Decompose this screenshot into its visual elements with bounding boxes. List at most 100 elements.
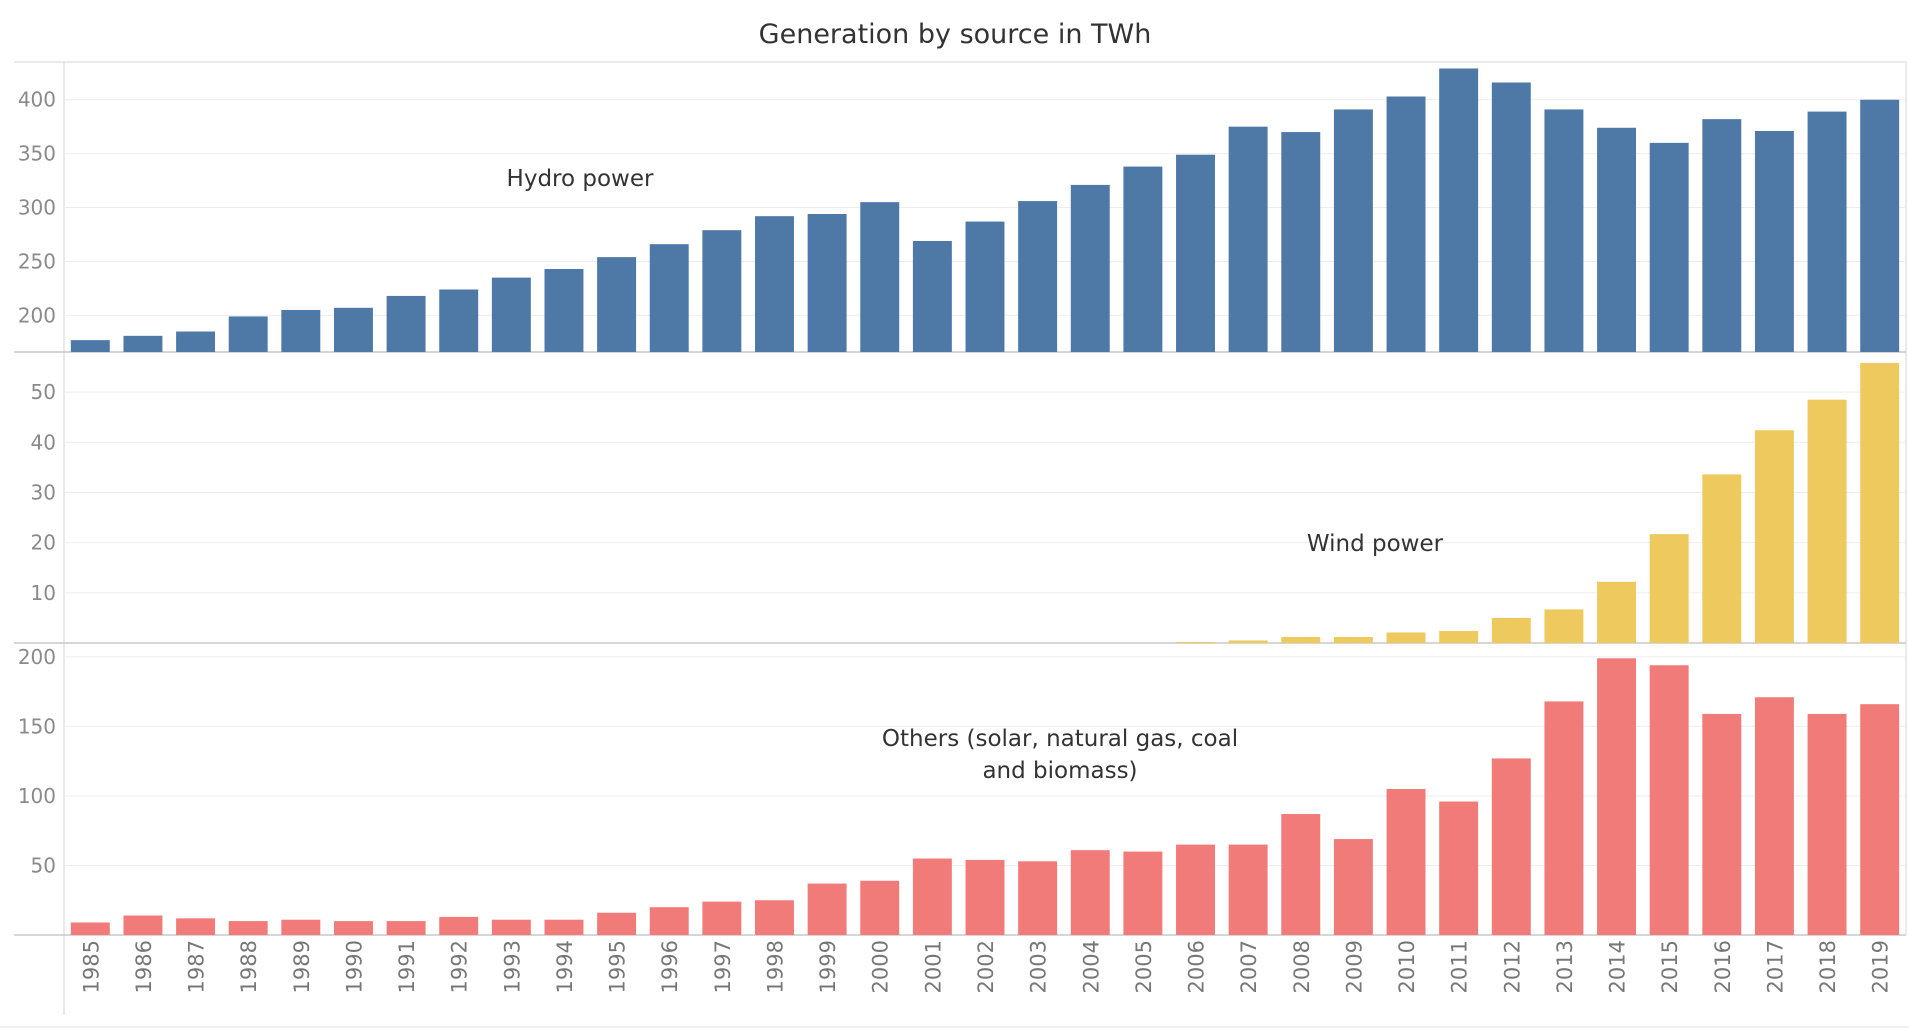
bar-others-1990 xyxy=(333,921,373,935)
bar-hydro-1992 xyxy=(439,289,479,352)
bar-others-2013 xyxy=(1544,701,1584,935)
bar-hydro-1998 xyxy=(755,216,794,352)
bar-wind-2007 xyxy=(1228,640,1268,643)
bar-wind-2019 xyxy=(1860,363,1900,643)
x-tick-label: 1987 xyxy=(185,940,209,993)
y-tick-label-wind: 20 xyxy=(31,531,56,555)
x-tick-label: 2011 xyxy=(1448,940,1472,993)
bar-hydro-2015 xyxy=(1649,142,1689,352)
bar-hydro-1997 xyxy=(702,230,742,352)
bar-wind-2006 xyxy=(1176,641,1215,643)
bar-others-2004 xyxy=(1070,850,1110,935)
x-tick-label: 1998 xyxy=(763,940,787,993)
bar-wind-2013 xyxy=(1544,609,1584,643)
bar-others-2017 xyxy=(1754,697,1794,935)
bar-others-1992 xyxy=(439,916,479,935)
bar-others-1989 xyxy=(281,919,321,935)
x-tick-label: 2000 xyxy=(869,940,893,993)
bar-others-2016 xyxy=(1702,713,1742,935)
x-tick-label: 2005 xyxy=(1132,940,1156,993)
y-tick-label-others: 150 xyxy=(18,714,56,738)
bars xyxy=(70,68,1900,935)
x-tick-label: 2004 xyxy=(1079,940,1103,993)
bar-wind-2011 xyxy=(1439,630,1479,643)
x-tick-label: 2007 xyxy=(1237,940,1261,993)
chart-frame xyxy=(0,61,1909,1028)
bar-hydro-1987 xyxy=(176,331,216,352)
y-tick-label-hydro: 250 xyxy=(18,249,56,273)
bar-hydro-2007 xyxy=(1228,126,1268,352)
y-tick-label-others: 100 xyxy=(18,784,56,808)
bar-hydro-1993 xyxy=(491,277,531,352)
bar-hydro-2000 xyxy=(860,202,900,352)
bar-others-1991 xyxy=(386,921,426,935)
bar-wind-2016 xyxy=(1702,474,1742,643)
bar-others-2002 xyxy=(965,859,1005,935)
bar-hydro-2017 xyxy=(1754,130,1794,352)
wind-annotation: Wind power xyxy=(1307,531,1444,557)
x-tick-label: 2015 xyxy=(1658,940,1682,993)
bar-others-2006 xyxy=(1176,844,1215,935)
x-tick-label: 1992 xyxy=(448,940,472,993)
bar-others-2000 xyxy=(860,880,900,935)
bar-others-2005 xyxy=(1123,851,1163,935)
bar-hydro-2008 xyxy=(1281,132,1321,352)
y-tick-label-others: 200 xyxy=(18,645,56,669)
bar-hydro-2014 xyxy=(1597,127,1637,352)
x-tick-label: 2018 xyxy=(1816,940,1840,993)
x-tick-label: 1988 xyxy=(237,940,261,993)
bar-hydro-1995 xyxy=(597,257,637,352)
bar-hydro-2006 xyxy=(1176,154,1215,352)
bar-hydro-2001 xyxy=(912,240,952,352)
bar-wind-2009 xyxy=(1333,636,1373,643)
bar-others-2019 xyxy=(1860,704,1900,935)
x-tick-label: 2008 xyxy=(1290,940,1314,993)
others-annotation-line-1: Others (solar, natural gas, coal xyxy=(882,726,1238,752)
x-tick-label: 2016 xyxy=(1711,940,1735,993)
y-tick-label-others: 50 xyxy=(31,853,56,877)
bar-others-1993 xyxy=(491,919,531,935)
bar-wind-2008 xyxy=(1281,636,1321,643)
x-tick-label: 2003 xyxy=(1027,940,1051,993)
y-tick-label-hydro: 200 xyxy=(18,303,56,327)
x-tick-label: 1996 xyxy=(658,940,682,993)
bar-others-1997 xyxy=(702,901,742,935)
x-tick-label: 1990 xyxy=(342,940,366,993)
x-tick-label: 2014 xyxy=(1606,940,1630,993)
bar-others-2014 xyxy=(1597,658,1637,935)
others-annotation-line-2: and biomass) xyxy=(982,758,1137,784)
x-tick-label: 1993 xyxy=(500,940,524,993)
bar-others-1996 xyxy=(649,907,689,935)
bar-hydro-1989 xyxy=(281,309,321,352)
bar-wind-2015 xyxy=(1649,534,1689,643)
bar-others-2012 xyxy=(1491,758,1531,935)
y-tick-label-hydro: 400 xyxy=(18,88,56,112)
x-tick-label: 2019 xyxy=(1869,940,1893,993)
bar-hydro-2009 xyxy=(1333,109,1373,353)
bar-others-2007 xyxy=(1228,844,1268,935)
y-ticks: 200 250 300 350 400 10 20 30 40 50 50 100 150 200 xyxy=(18,88,56,878)
bar-others-2003 xyxy=(1018,861,1058,935)
x-tick-label: 1991 xyxy=(395,940,419,993)
bar-hydro-2003 xyxy=(1018,201,1058,352)
bar-wind-2014 xyxy=(1597,581,1637,643)
bar-hydro-2002 xyxy=(965,221,1005,352)
bar-hydro-1990 xyxy=(333,307,373,352)
x-tick-label: 2013 xyxy=(1553,940,1577,993)
x-tick-label: 2017 xyxy=(1763,940,1787,993)
bar-others-1987 xyxy=(176,918,216,935)
y-tick-label-wind: 10 xyxy=(31,581,56,605)
bar-hydro-2010 xyxy=(1386,96,1426,352)
bar-others-2001 xyxy=(912,858,952,935)
bar-hydro-2019 xyxy=(1860,99,1900,352)
bar-hydro-1985 xyxy=(70,340,110,352)
x-tick-label: 1995 xyxy=(606,940,630,993)
x-tick-label: 1986 xyxy=(132,940,156,993)
x-tick-label: 1999 xyxy=(816,940,840,993)
x-tick-label: 2010 xyxy=(1395,940,1419,993)
x-tick-label: 1997 xyxy=(711,940,735,993)
bar-others-1988 xyxy=(228,921,268,935)
bar-others-1994 xyxy=(544,919,584,935)
x-tick-label: 2009 xyxy=(1342,940,1366,993)
